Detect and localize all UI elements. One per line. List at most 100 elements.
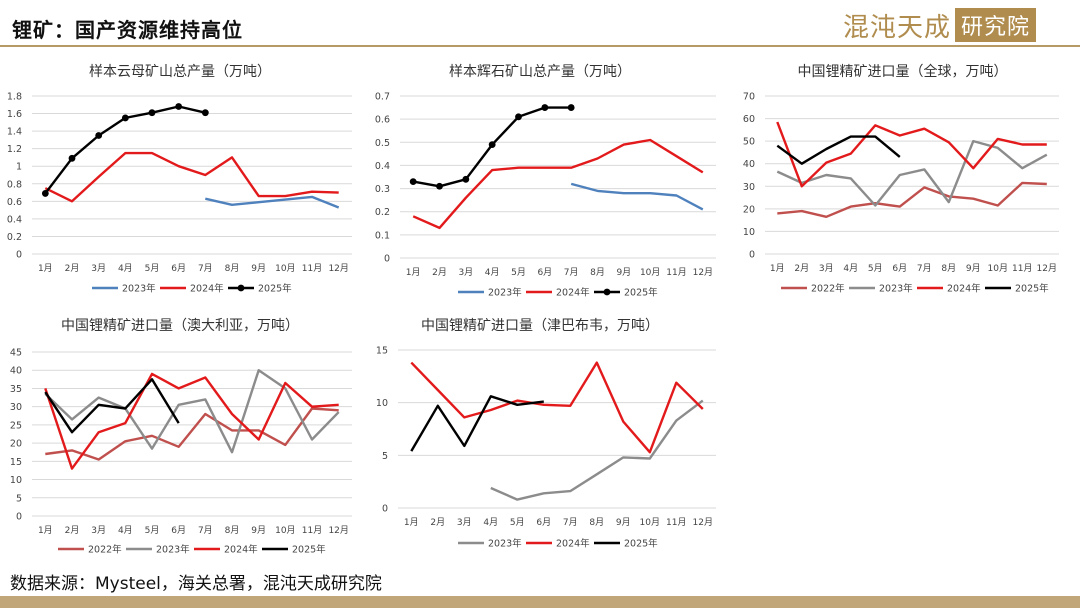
x-tick-label: 10月 bbox=[275, 525, 295, 536]
legend-label: 2023年 bbox=[879, 283, 913, 295]
y-tick-label: 20 bbox=[743, 204, 755, 215]
legend-label: 2024年 bbox=[190, 283, 224, 295]
y-tick-label: 30 bbox=[10, 402, 22, 413]
data-point bbox=[95, 132, 103, 139]
x-tick-label: 9月 bbox=[966, 263, 981, 274]
x-tick-label: 2月 bbox=[65, 525, 80, 536]
y-tick-label: 0.4 bbox=[7, 214, 22, 225]
y-tick-label: 0.3 bbox=[375, 184, 390, 195]
legend-label: 2024年 bbox=[224, 544, 258, 556]
series-line bbox=[44, 378, 180, 434]
y-tick-label: 0.2 bbox=[7, 232, 22, 243]
x-tick-label: 10月 bbox=[640, 517, 660, 528]
company-logo: 混沌天成 研究院 bbox=[843, 8, 1037, 43]
x-tick-label: 2月 bbox=[432, 267, 447, 278]
y-tick-label: 0 bbox=[16, 250, 22, 261]
series-line bbox=[776, 121, 1047, 188]
logo-text: 混沌天成 bbox=[843, 12, 952, 43]
legend-marker bbox=[603, 288, 611, 296]
series-line bbox=[570, 182, 704, 211]
legend-label: 2023年 bbox=[122, 283, 156, 295]
x-tick-label: 4月 bbox=[483, 517, 498, 528]
series-line bbox=[410, 361, 704, 454]
x-tick-label: 11月 bbox=[666, 267, 686, 278]
series-line bbox=[44, 151, 339, 203]
x-tick-label: 9月 bbox=[616, 267, 631, 278]
legend-label: 2025年 bbox=[624, 538, 658, 550]
series-line bbox=[45, 407, 339, 461]
x-tick-label: 6月 bbox=[171, 263, 186, 274]
series-line bbox=[44, 369, 340, 454]
chart-title: 中国锂精矿进口量（津巴布韦，万吨） bbox=[421, 318, 659, 334]
data-source-note: 数据来源：Mysteel，海关总署，混沌天成研究院 bbox=[10, 574, 382, 594]
x-tick-label: 7月 bbox=[564, 267, 579, 278]
data-point bbox=[201, 109, 209, 117]
legend-label: 2024年 bbox=[947, 283, 981, 295]
chart-spodumene-output: 样本辉石矿山总产量（万吨） 0 0.1 0.2 0.3 0.4 0.5 0.6 0.7 1月 2月 3… bbox=[375, 64, 716, 299]
series-line bbox=[777, 181, 1047, 219]
legend-label: 2024年 bbox=[556, 538, 590, 550]
x-tick-label: 4月 bbox=[843, 263, 858, 274]
x-tick-label: 4月 bbox=[485, 267, 500, 278]
x-tick-label: 8月 bbox=[941, 263, 956, 274]
x-tick-label: 12月 bbox=[693, 267, 713, 278]
data-point bbox=[409, 178, 417, 186]
x-tick-label: 5月 bbox=[868, 263, 883, 274]
x-tick-label: 5月 bbox=[145, 263, 160, 274]
x-tick-label: 6月 bbox=[536, 517, 551, 528]
x-tick-label: 8月 bbox=[589, 517, 604, 528]
x-tick-label: 1月 bbox=[38, 525, 53, 536]
x-tick-label: 2月 bbox=[65, 263, 80, 274]
y-tick-label: 0.5 bbox=[375, 138, 390, 149]
x-tick-label: 6月 bbox=[171, 525, 186, 536]
y-tick-label: 0.8 bbox=[7, 179, 22, 190]
x-tick-label: 6月 bbox=[537, 267, 552, 278]
chart-import-australia: 中国锂精矿进口量（澳大利亚，万吨） 0 5 10 15 20 25 30 35 40 45 1月 2月 3… bbox=[10, 318, 352, 556]
series-line bbox=[205, 195, 340, 209]
data-point bbox=[488, 141, 496, 148]
chart-title: 样本云母矿山总产量（万吨） bbox=[89, 64, 271, 80]
y-tick-label: 35 bbox=[10, 384, 22, 395]
y-tick-label: 15 bbox=[376, 346, 388, 357]
x-tick-label: 4月 bbox=[118, 525, 133, 536]
y-tick-label: 20 bbox=[10, 439, 22, 450]
x-tick-label: 7月 bbox=[198, 263, 213, 274]
chart-title: 中国锂精矿进口量（澳大利亚，万吨） bbox=[61, 318, 299, 334]
y-tick-label: 45 bbox=[10, 348, 22, 359]
x-tick-label: 9月 bbox=[251, 525, 266, 536]
x-tick-label: 7月 bbox=[917, 263, 932, 274]
x-tick-label: 8月 bbox=[225, 525, 240, 536]
x-tick-label: 3月 bbox=[819, 263, 834, 274]
y-tick-label: 40 bbox=[743, 159, 755, 170]
legend-label: 2023年 bbox=[488, 287, 522, 299]
legend-label: 2024年 bbox=[556, 287, 590, 299]
chart-import-zimbabwe: 中国锂精矿进口量（津巴布韦，万吨） 0 5 10 15 1月 2月 3月 4月 5月 6月 7月 8月 9… bbox=[376, 318, 716, 550]
legend-label: 2025年 bbox=[624, 287, 658, 299]
footer-bar bbox=[0, 596, 1080, 608]
x-tick-label: 12月 bbox=[693, 517, 713, 528]
chart-import-global: 中国锂精矿进口量（全球，万吨） 0 10 20 30 40 50 60 70 1月 2月 3月 4月 5月… bbox=[743, 63, 1059, 295]
x-tick-label: 10月 bbox=[275, 263, 295, 274]
y-tick-label: 1.6 bbox=[7, 109, 22, 120]
y-tick-label: 50 bbox=[743, 137, 755, 148]
x-tick-label: 6月 bbox=[892, 263, 907, 274]
x-tick-label: 5月 bbox=[145, 525, 160, 536]
y-tick-label: 5 bbox=[382, 451, 388, 462]
data-point bbox=[436, 182, 443, 190]
legend-marker bbox=[237, 284, 245, 292]
legend-label: 2023年 bbox=[156, 544, 190, 556]
series-line bbox=[410, 395, 544, 452]
x-tick-label: 3月 bbox=[458, 267, 473, 278]
x-tick-label: 12月 bbox=[1037, 263, 1057, 274]
x-tick-label: 3月 bbox=[91, 525, 106, 536]
data-point bbox=[41, 190, 49, 197]
y-tick-label: 15 bbox=[10, 457, 22, 468]
y-tick-label: 0.6 bbox=[375, 115, 390, 126]
x-tick-label: 12月 bbox=[328, 263, 348, 274]
y-tick-label: 40 bbox=[10, 366, 22, 377]
x-tick-label: 11月 bbox=[666, 517, 686, 528]
x-tick-label: 5月 bbox=[510, 517, 525, 528]
x-tick-label: 3月 bbox=[91, 263, 106, 274]
y-tick-label: 0.4 bbox=[375, 161, 390, 172]
data-point bbox=[541, 104, 549, 111]
